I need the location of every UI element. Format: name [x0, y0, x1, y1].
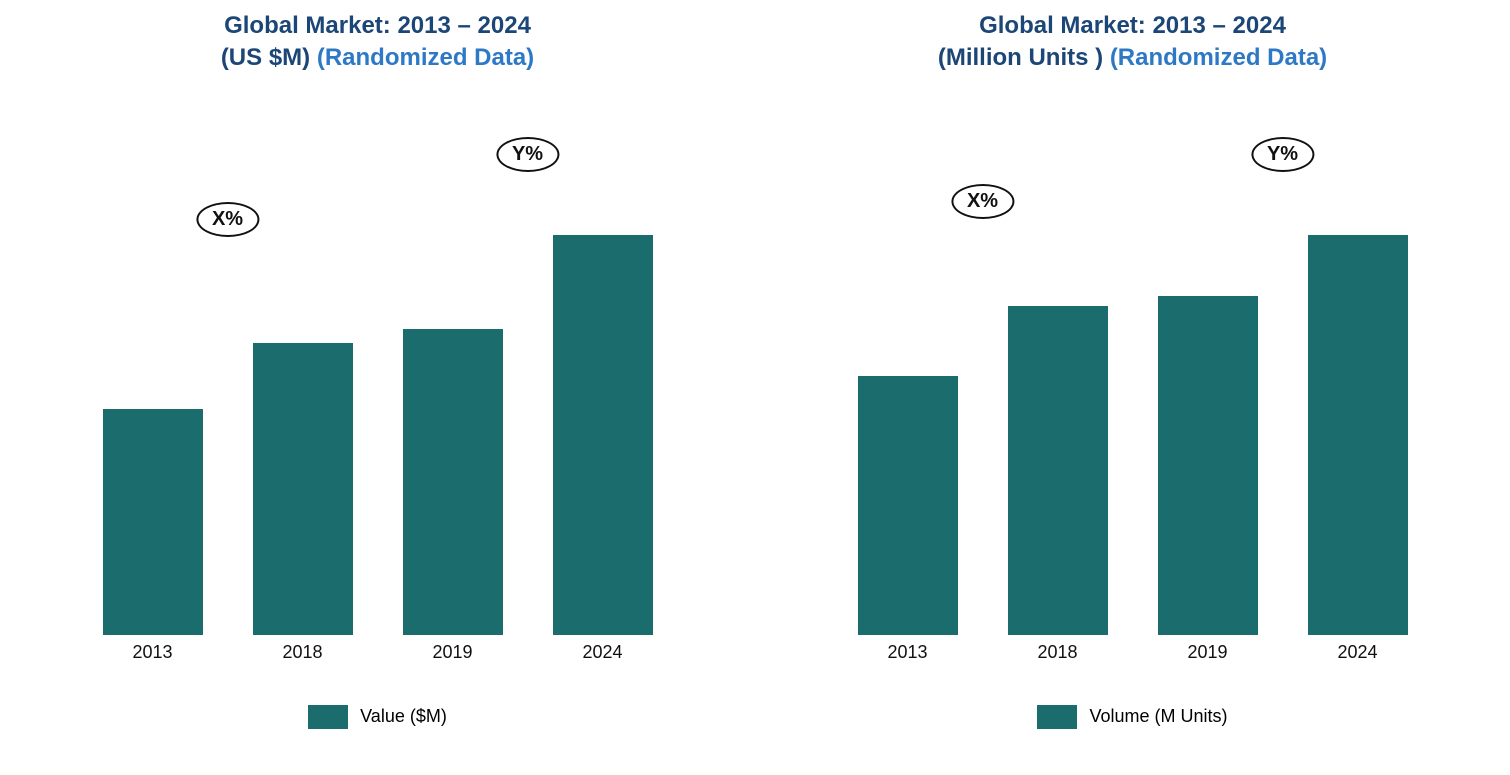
- bar: [103, 409, 203, 635]
- x-label: 2013: [78, 642, 228, 663]
- bar-slot: 2013: [833, 165, 983, 635]
- x-label: 2019: [1133, 642, 1283, 663]
- bar: [403, 329, 503, 635]
- bar: [553, 235, 653, 635]
- bar-slot: 2024: [528, 165, 678, 635]
- cagr-badge: Y%: [1251, 137, 1314, 172]
- x-label: 2024: [528, 642, 678, 663]
- cagr-badge: X%: [951, 184, 1014, 219]
- x-label: 2024: [1283, 642, 1433, 663]
- chart-title-right: Global Market: 2013 – 2024 (Million Unit…: [938, 10, 1327, 75]
- x-label: 2019: [378, 642, 528, 663]
- chart-title-units: (Million Units ): [938, 44, 1103, 71]
- bar: [253, 343, 353, 634]
- bar-slot: 2013: [78, 165, 228, 635]
- chart-title-randomized: (Randomized Data): [317, 44, 534, 71]
- cagr-badge: Y%: [496, 137, 559, 172]
- x-label: 2013: [833, 642, 983, 663]
- bar: [1308, 235, 1408, 635]
- chart-panel-left: Global Market: 2013 – 2024 (US $M) (Rand…: [28, 10, 728, 729]
- legend-swatch: [308, 705, 348, 729]
- chart-title-line1: Global Market: 2013 – 2024: [938, 10, 1327, 42]
- bar: [1158, 296, 1258, 634]
- bar-slot: 2018: [228, 165, 378, 635]
- legend-right: Volume (M Units): [1037, 705, 1227, 729]
- chart-title-line1: Global Market: 2013 – 2024: [221, 10, 534, 42]
- legend-swatch: [1037, 705, 1077, 729]
- chart-title-randomized: (Randomized Data): [1110, 44, 1327, 71]
- x-label: 2018: [983, 642, 1133, 663]
- legend-label: Value ($M): [360, 706, 447, 727]
- x-label: 2018: [228, 642, 378, 663]
- chart-title-left: Global Market: 2013 – 2024 (US $M) (Rand…: [221, 10, 534, 75]
- bars-right: 2013 2018 2019 2024: [833, 165, 1433, 635]
- bar-slot: 2019: [1133, 165, 1283, 635]
- chart-area-right: 2013 2018 2019 2024 X% Y%: [833, 105, 1433, 665]
- bars-left: 2013 2018 2019 2024: [78, 165, 678, 635]
- chart-panel-right: Global Market: 2013 – 2024 (Million Unit…: [783, 10, 1483, 729]
- bar-slot: 2019: [378, 165, 528, 635]
- cagr-badge: X%: [196, 202, 259, 237]
- legend-left: Value ($M): [308, 705, 447, 729]
- bar: [1008, 306, 1108, 635]
- bar: [858, 376, 958, 635]
- legend-label: Volume (M Units): [1089, 706, 1227, 727]
- bar-slot: 2018: [983, 165, 1133, 635]
- chart-title-units: (US $M): [221, 44, 310, 71]
- chart-area-left: 2013 2018 2019 2024 X% Y%: [78, 105, 678, 665]
- bar-slot: 2024: [1283, 165, 1433, 635]
